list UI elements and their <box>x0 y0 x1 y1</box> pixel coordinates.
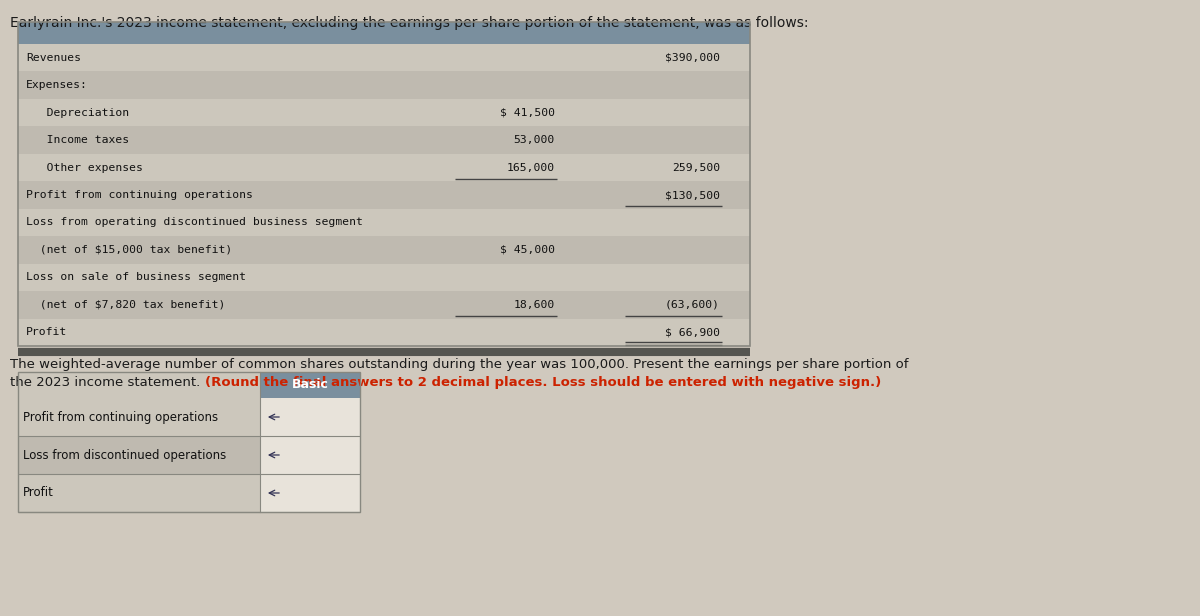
Text: The weighted-average number of common shares outstanding during the year was 100: The weighted-average number of common sh… <box>10 358 908 371</box>
Bar <box>18 99 750 126</box>
Text: (63,600): (63,600) <box>665 300 720 310</box>
Text: the 2023 income statement.: the 2023 income statement. <box>10 376 204 389</box>
Bar <box>18 44 750 71</box>
Bar <box>18 372 260 398</box>
Bar <box>18 372 360 398</box>
Bar <box>260 398 360 436</box>
Text: Profit: Profit <box>23 487 54 500</box>
Text: Income taxes: Income taxes <box>26 135 130 145</box>
Text: Revenues: Revenues <box>26 53 82 63</box>
Text: Depreciation: Depreciation <box>26 108 130 118</box>
Text: 165,000: 165,000 <box>506 163 554 172</box>
Bar <box>18 291 750 318</box>
Bar <box>18 318 750 346</box>
Text: Profit from continuing operations: Profit from continuing operations <box>23 410 218 424</box>
Text: (net of $7,820 tax benefit): (net of $7,820 tax benefit) <box>26 300 226 310</box>
Bar <box>260 436 360 474</box>
Bar <box>18 372 360 512</box>
Bar <box>18 71 750 99</box>
Text: Profit from continuing operations: Profit from continuing operations <box>26 190 253 200</box>
Text: $ 45,000: $ 45,000 <box>500 245 554 255</box>
Bar <box>18 22 750 44</box>
Text: 18,600: 18,600 <box>514 300 554 310</box>
Text: $ 66,900: $ 66,900 <box>665 327 720 338</box>
Bar <box>18 474 260 512</box>
Text: Other expenses: Other expenses <box>26 163 143 172</box>
Bar <box>18 398 260 436</box>
Text: Loss on sale of business segment: Loss on sale of business segment <box>26 272 246 282</box>
Bar <box>260 474 360 512</box>
Text: $130,500: $130,500 <box>665 190 720 200</box>
Text: $390,000: $390,000 <box>665 53 720 63</box>
Text: 259,500: 259,500 <box>672 163 720 172</box>
Bar <box>18 181 750 209</box>
Bar <box>18 209 750 236</box>
Bar <box>18 236 750 264</box>
Text: Expenses:: Expenses: <box>26 80 88 90</box>
Text: Loss from operating discontinued business segment: Loss from operating discontinued busines… <box>26 217 362 227</box>
Bar <box>18 154 750 181</box>
Text: $ 41,500: $ 41,500 <box>500 108 554 118</box>
Text: Profit: Profit <box>26 327 67 338</box>
Bar <box>18 264 750 291</box>
Bar <box>18 126 750 154</box>
Text: (net of $15,000 tax benefit): (net of $15,000 tax benefit) <box>26 245 233 255</box>
Text: (Round the final answers to 2 decimal places. Loss should be entered with negati: (Round the final answers to 2 decimal pl… <box>205 376 881 389</box>
Text: 53,000: 53,000 <box>514 135 554 145</box>
Text: Basic: Basic <box>292 378 329 392</box>
Text: Loss from discontinued operations: Loss from discontinued operations <box>23 448 227 461</box>
Bar <box>18 436 260 474</box>
Bar <box>18 22 750 346</box>
Text: Earlyrain Inc.'s 2023 income statement, excluding the earnings per share portion: Earlyrain Inc.'s 2023 income statement, … <box>10 16 809 30</box>
